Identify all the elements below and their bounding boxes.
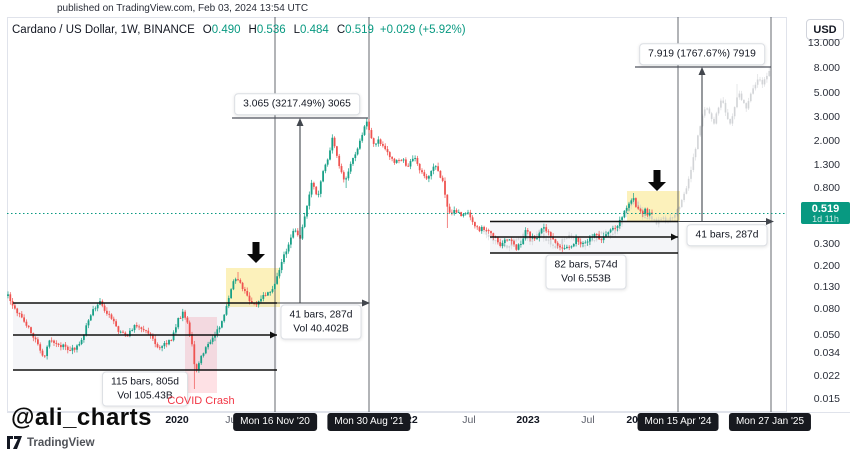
price-tick-label: 8.000 bbox=[813, 62, 840, 74]
author-watermark: @ali_charts bbox=[11, 404, 152, 431]
price-tick-label: 2.000 bbox=[813, 135, 840, 147]
date-marker-badge: Mon 27 Jan '25 bbox=[728, 413, 812, 431]
price-tick-label: 0.050 bbox=[813, 329, 840, 341]
measure-bars-text: 82 bars, 574d bbox=[554, 259, 618, 271]
price-tick-label: 0.015 bbox=[813, 393, 840, 405]
price-tick-label: 5.000 bbox=[813, 87, 840, 99]
published-caption: published on TradingView.com, Feb 03, 20… bbox=[57, 3, 309, 14]
measure-bars-text: 115 bars, 805d bbox=[111, 376, 179, 388]
measure-vol-text: Vol 40.402B bbox=[293, 323, 349, 334]
price-axis-divider bbox=[786, 17, 787, 413]
tradingview-logo-text: TradingView bbox=[27, 436, 95, 449]
time-axis-divider bbox=[7, 412, 850, 413]
measure-vol-text: Vol 6.553B bbox=[561, 273, 611, 284]
covid-crash-label: COVID Crash bbox=[167, 395, 235, 407]
price-tick-label: 3.000 bbox=[813, 111, 840, 123]
measure-label-box2[interactable]: 82 bars, 574d Vol 6.553B bbox=[545, 254, 627, 290]
chart-frame bbox=[7, 17, 786, 412]
tradingview-logo-icon bbox=[7, 436, 22, 449]
measure-bars-text: 41 bars, 287d bbox=[289, 309, 353, 321]
tradingview-logo[interactable]: TradingView bbox=[7, 436, 95, 449]
price-tick-label: 0.300 bbox=[813, 238, 840, 250]
price-tick-label: 13.000 bbox=[807, 37, 840, 49]
low-value: 0.484 bbox=[300, 24, 329, 36]
bar-countdown: 1d 11h bbox=[812, 214, 839, 224]
price-tick-label: 0.130 bbox=[813, 281, 840, 293]
high-label: H bbox=[248, 24, 257, 36]
price-tick-label: 0.800 bbox=[813, 182, 840, 194]
last-price-badge: 0.519 1d 11h bbox=[801, 202, 850, 224]
price-tick-label: 0.022 bbox=[813, 370, 840, 382]
symbol-title: Cardano / US Dollar, 1W, BINANCE bbox=[12, 24, 195, 36]
price-tick-label: 0.080 bbox=[813, 303, 840, 315]
date-marker-badge: Mon 30 Aug '21 bbox=[327, 413, 411, 431]
low-label: L bbox=[293, 24, 301, 36]
last-price-value: 0.519 bbox=[811, 203, 840, 215]
breakout-arrow-icon bbox=[247, 242, 265, 263]
currency-toggle-button[interactable]: USD bbox=[806, 19, 844, 40]
measure-vol-text: Vol 105.43B bbox=[117, 390, 173, 401]
measure-label-rally2[interactable]: 41 bars, 287d bbox=[686, 224, 768, 246]
target-label-3065[interactable]: 3.065 (3217.49%) 3065 bbox=[234, 93, 360, 115]
open-value: 0.490 bbox=[211, 24, 241, 36]
open-label: O bbox=[202, 24, 212, 36]
target-label-7919[interactable]: 7.919 (1767.67%) 7919 bbox=[639, 43, 765, 65]
high-value: 0.536 bbox=[256, 24, 286, 36]
close-value: 0.519 bbox=[345, 24, 374, 36]
time-tick-label: 2023 bbox=[516, 414, 540, 426]
time-tick-label: 2020 bbox=[165, 414, 189, 426]
date-marker-badge: Mon 16 Nov '20 bbox=[233, 413, 317, 431]
price-tick-label: 1.300 bbox=[813, 159, 840, 171]
close-label: C bbox=[336, 24, 346, 36]
price-tick-label: 0.200 bbox=[813, 260, 840, 272]
breakout-arrow-icon bbox=[648, 170, 666, 191]
symbol-ohlc-header: Cardano / US Dollar, 1W, BINANCE O0.490 H0… bbox=[12, 24, 466, 36]
measure-label-rally1[interactable]: 41 bars, 287d Vol 40.402B bbox=[280, 304, 362, 340]
price-tick-label: 0.034 bbox=[813, 347, 840, 359]
time-tick-label: Jul bbox=[462, 414, 476, 426]
measure-label-box1[interactable]: 115 bars, 805d Vol 105.43B bbox=[102, 371, 188, 407]
date-marker-badge: Mon 15 Apr '24 bbox=[637, 413, 719, 431]
change-value: +0.029 (+5.92%) bbox=[379, 24, 466, 36]
time-tick-label: Jul bbox=[581, 414, 595, 426]
